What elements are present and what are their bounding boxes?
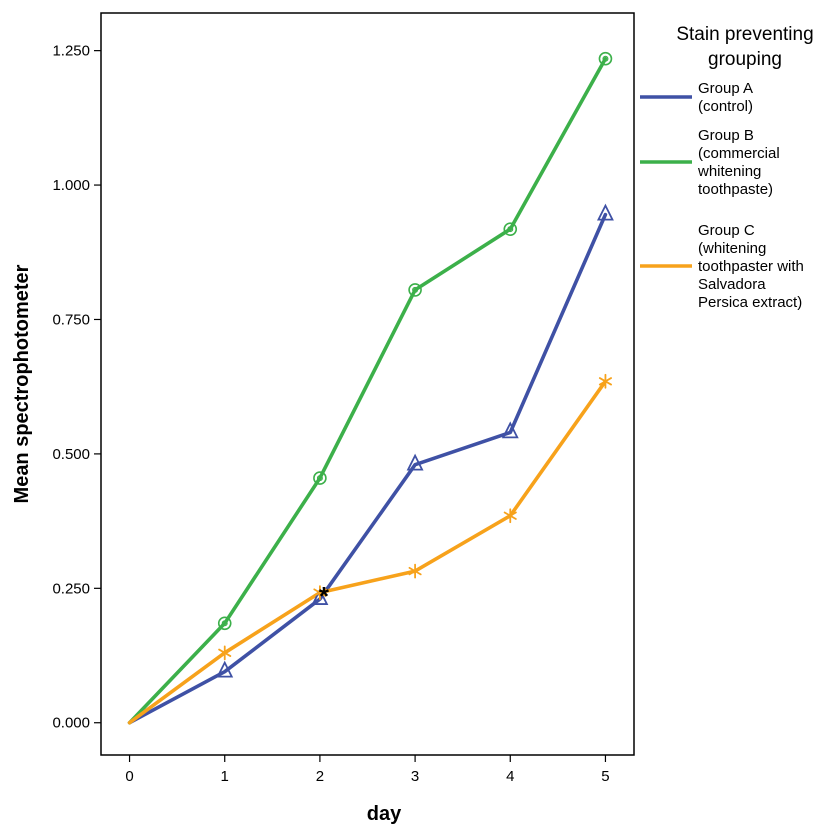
- circle-dot-marker: [313, 471, 327, 485]
- x-axis: 0 1 2 3 4 5: [125, 755, 610, 785]
- x-tick-label: 0: [125, 768, 133, 785]
- series-line-3: [127, 379, 608, 725]
- marker-dot: [221, 620, 228, 627]
- legend-label: toothpaster with: [698, 258, 804, 275]
- triangle-marker: [596, 203, 614, 221]
- circle-dot-marker: [217, 616, 232, 631]
- asterisk-marker: [218, 645, 232, 661]
- x-tick-label: 3: [411, 768, 419, 785]
- y-tick-label: 0.750: [52, 311, 90, 328]
- marker-ring: [217, 616, 232, 631]
- marker-dot: [602, 55, 609, 62]
- circle-dot-marker: [503, 222, 518, 236]
- marker-ring: [503, 222, 518, 236]
- circle-dot-marker: [598, 51, 613, 66]
- x-tick-label: 2: [316, 768, 324, 785]
- legend-label: Group B: [698, 127, 754, 144]
- asterisk-marker: [503, 508, 517, 524]
- asterisk-marker: [408, 563, 422, 579]
- legend-label: toothpaste): [698, 181, 773, 198]
- asterisk-stroke: [408, 566, 422, 576]
- legend-label: (control): [698, 98, 753, 115]
- y-tick-label: 0.500: [52, 446, 90, 463]
- asterisk-stroke: [218, 648, 232, 657]
- marker-dot: [316, 475, 323, 482]
- asterisk-marker: [598, 373, 612, 389]
- legend-label: Group C: [698, 222, 755, 239]
- y-tick-label: 0.250: [52, 580, 90, 597]
- x-axis-title: day: [367, 803, 402, 825]
- legend-title-line: Stain preventing: [676, 24, 813, 45]
- legend-title-line: grouping: [708, 49, 782, 70]
- series-line-1: [127, 212, 608, 725]
- marker-dot: [507, 226, 514, 233]
- y-tick-label: 0.000: [52, 715, 90, 732]
- marker-dot: [412, 286, 419, 293]
- triangle-marker: [311, 588, 329, 605]
- circle-dot-marker: [408, 283, 422, 297]
- y-tick-label: 1.000: [52, 177, 90, 194]
- series-line-2: [127, 56, 608, 725]
- marker-ring: [408, 283, 422, 297]
- legend: Stain preventing grouping Group A(control)…: [640, 24, 814, 311]
- asterisk-stroke: [313, 588, 327, 597]
- marker-ring: [598, 51, 613, 66]
- triangle-marker: [501, 421, 519, 439]
- asterisk-stroke: [503, 511, 517, 520]
- legend-label: whitening: [697, 163, 761, 180]
- asterisk-marker: [313, 585, 327, 601]
- asterisk-stroke: [598, 377, 612, 386]
- legend-label: (commercial: [698, 145, 780, 162]
- y-axis: 0.000 0.250 0.500 0.750 1.000 1.250: [52, 43, 101, 732]
- x-tick-label: 1: [221, 768, 229, 785]
- series-layer: [127, 51, 614, 725]
- y-tick-label: 1.250: [52, 43, 90, 60]
- y-axis-title: Mean spectrophotometer: [11, 264, 33, 503]
- legend-label: (whitening: [698, 240, 766, 257]
- legend-label: Persica extract): [698, 294, 802, 311]
- triangle-marker: [216, 660, 234, 678]
- legend-label: Salvadora: [698, 276, 766, 293]
- legend-label: Group A: [698, 80, 753, 97]
- x-tick-label: 5: [601, 768, 609, 785]
- plot-frame: [100, 12, 635, 756]
- annotation-asterisk: *: [319, 581, 330, 611]
- marker-ring: [313, 471, 327, 485]
- triangle-marker: [406, 453, 424, 471]
- annotation-layer: *: [319, 581, 330, 611]
- x-tick-label: 4: [506, 768, 514, 785]
